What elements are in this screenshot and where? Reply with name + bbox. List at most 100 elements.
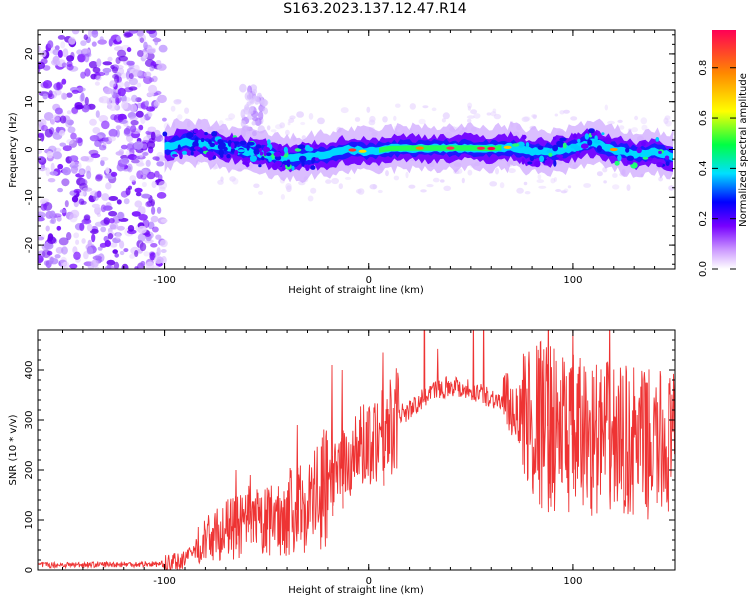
ridge-blob <box>552 136 557 141</box>
spectrogram-ytick-label: 0 <box>24 146 35 152</box>
ridge-blob <box>282 163 286 171</box>
ridge-blob <box>525 142 530 148</box>
ridge-blob <box>517 141 525 148</box>
ridge-blob <box>261 156 265 161</box>
ridge-blob <box>301 161 305 167</box>
ridge-blob <box>234 149 239 156</box>
ridge-blob <box>310 165 316 170</box>
ridge-blob <box>306 147 314 152</box>
ridge-blob <box>271 163 279 171</box>
spectrogram-xtick-label: 100 <box>563 275 582 286</box>
ridge-blob <box>570 143 579 149</box>
ridge-hotspot <box>446 146 455 150</box>
ridge-blob <box>305 164 310 172</box>
ridge-blob <box>575 150 580 157</box>
ridge-blob <box>246 144 250 151</box>
ridge-blob <box>534 160 541 168</box>
ridge-blob <box>664 155 670 160</box>
ridge-blob <box>602 138 608 142</box>
spectrogram-xtick-label: -100 <box>153 275 176 286</box>
ridge-blob <box>217 143 225 151</box>
ridge-blob <box>537 145 544 150</box>
ridge-blob <box>577 138 581 143</box>
ridge-blob <box>641 141 646 147</box>
ridge-blob <box>546 149 554 154</box>
ridge-blob <box>614 160 620 166</box>
ridge-blob <box>594 135 598 142</box>
ridge-blob <box>171 154 179 157</box>
ridge-blob <box>294 148 302 152</box>
ridge-blob <box>226 154 231 159</box>
snr-spike <box>547 330 550 484</box>
ridge-blob <box>230 142 235 150</box>
snr-xlabel: Height of straight line (km) <box>288 585 424 596</box>
ridge-blob <box>558 157 564 161</box>
colorbar-tick-label: 0.8 <box>698 60 709 76</box>
ridge-blob <box>211 131 218 137</box>
ridge-strong <box>379 145 502 153</box>
ridge-blob <box>230 148 236 153</box>
ridge-blob <box>190 151 194 156</box>
ridge-blob <box>217 139 224 145</box>
snr-axes: -100 0 100 0 100 200 300 400 <box>24 330 676 587</box>
ridge-blob <box>588 128 595 134</box>
snr-ytick-label: 300 <box>24 410 35 429</box>
ridge-blob <box>263 149 267 157</box>
snr-ytick-label: 0 <box>24 567 35 573</box>
ridge-hotspot <box>477 146 485 150</box>
ridge-blob <box>239 140 247 145</box>
spectrogram-ytick-label: -20 <box>24 237 35 253</box>
colorbar-tick-label: 0.6 <box>698 110 709 126</box>
ridge-blob <box>553 160 557 167</box>
snr-spike <box>234 469 238 545</box>
snr-spike <box>340 369 344 509</box>
snr-xtick-label: 0 <box>366 576 372 587</box>
ridge-blob <box>200 137 205 143</box>
ridge-blob <box>286 160 291 167</box>
snr-spike <box>571 330 575 490</box>
snr-spike <box>296 424 299 535</box>
ridge-blob <box>559 137 567 142</box>
ridge-blob <box>204 132 208 136</box>
ridge-blob <box>511 143 520 147</box>
ridge-blob <box>283 146 288 154</box>
colorbar-tick-label: 0.4 <box>698 160 709 176</box>
ridge-blob <box>642 156 649 160</box>
ridge-blob <box>548 152 553 157</box>
colorbar-label: Normalized spectral amplitude <box>738 73 749 227</box>
ridge-blob <box>219 153 224 158</box>
ridge-blob <box>656 162 663 168</box>
ridge-blob <box>194 146 201 151</box>
snr-spike <box>381 352 385 486</box>
snr-xtick-label: 100 <box>563 576 582 587</box>
ridge-blob <box>580 143 589 149</box>
snr-ytick-label: 100 <box>24 510 35 529</box>
ridge-blob <box>617 154 622 161</box>
spectrogram-data <box>38 30 675 269</box>
colorbar-ticks: 0.0 0.2 0.4 0.6 0.8 <box>698 60 736 277</box>
ridge-blob <box>556 140 565 147</box>
ridge-blob <box>177 144 181 151</box>
snr-line <box>38 330 675 570</box>
ridge-blob <box>587 139 593 146</box>
ridge-blob <box>181 150 188 155</box>
ridge-blob <box>265 152 272 157</box>
ridge-blob <box>527 161 533 165</box>
ridge-blob <box>255 144 262 149</box>
ridge-hotspot <box>415 146 424 150</box>
ridge-blob <box>246 163 250 167</box>
figure-title: S163.2023.137.12.47.R14 <box>283 1 467 17</box>
ridge-hotspot <box>487 146 496 151</box>
colorbar-tick-label: 0.0 <box>698 261 709 277</box>
spectrogram-xlabel: Height of straight line (km) <box>288 285 424 296</box>
snr-data <box>38 330 675 570</box>
ridge-blob <box>312 157 317 162</box>
snr-spike <box>249 474 252 543</box>
ridge-blob <box>223 146 228 152</box>
ridge-blob <box>249 155 257 163</box>
ridge-blob <box>562 142 567 149</box>
ridge-blob <box>237 149 245 153</box>
